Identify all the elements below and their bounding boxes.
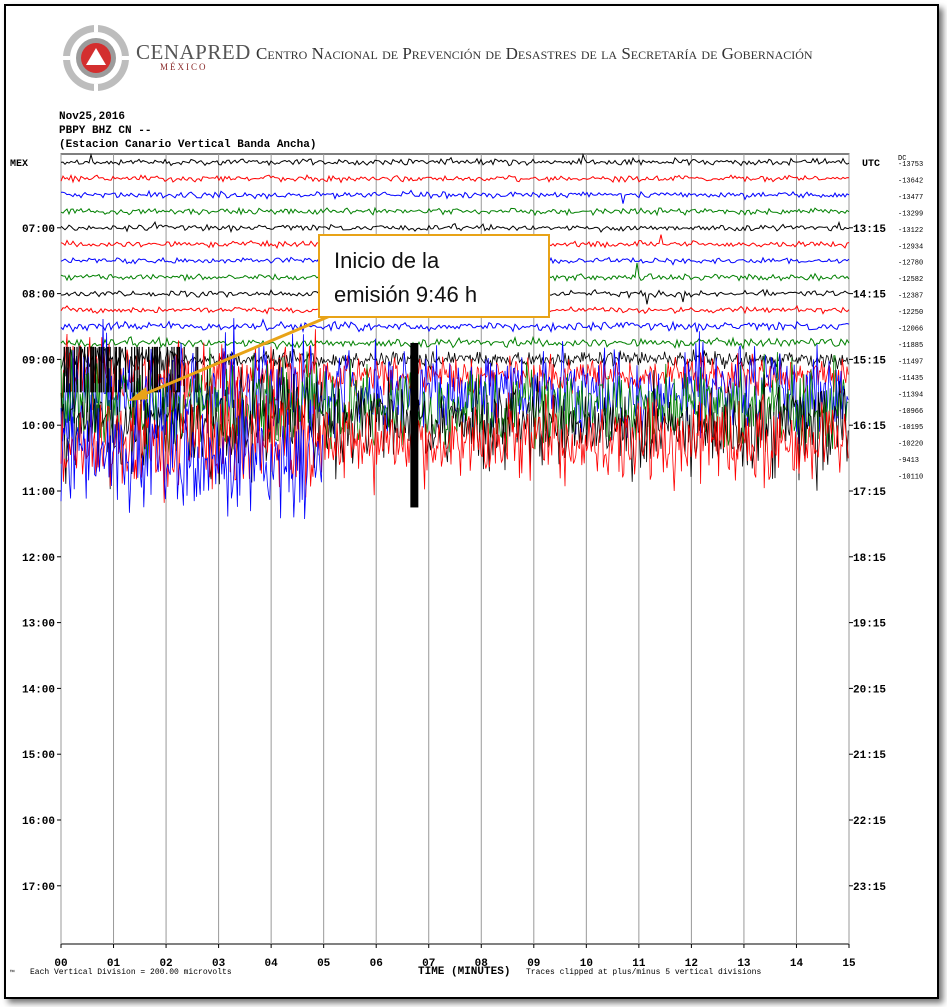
trace-offset: -13299: [898, 210, 923, 218]
hour-label-local: 17:00: [22, 882, 55, 894]
annotation-callout: Inicio de la emisión 9:46 h: [318, 234, 550, 318]
org-name: CENAPRED: [136, 40, 251, 64]
seismic-trace-14: [60, 329, 849, 419]
x-tick-label: 15: [842, 958, 856, 970]
hour-label-utc: 18:15: [853, 553, 886, 565]
trace-offset: -13642: [898, 177, 923, 185]
hour-label-local: 13:00: [22, 619, 55, 631]
footer-mark: ™: [10, 970, 15, 978]
hour-label-utc: 20:15: [853, 684, 886, 696]
x-tick-label: 13: [737, 958, 751, 970]
seismic-trace-18: [60, 371, 849, 503]
left-axis-title: MEX: [10, 159, 28, 170]
trace-offset: -12250: [898, 309, 923, 317]
hour-label-local: 11:00: [22, 487, 55, 499]
trace-offset: -12934: [898, 243, 923, 251]
hour-label-local: 08:00: [22, 290, 55, 302]
station-name: (Estacion Canario Vertical Banda Ancha): [59, 139, 317, 151]
x-tick-label: 04: [265, 958, 279, 970]
trace-offset: -9413: [898, 457, 919, 465]
hour-label-local: 09:00: [22, 355, 55, 367]
hour-label-utc: 17:15: [853, 487, 886, 499]
x-tick-label: 06: [370, 958, 383, 970]
trace-offset: -11394: [898, 391, 923, 399]
trace-offset: -10966: [898, 408, 923, 416]
x-tick-label: 08: [475, 958, 489, 970]
trace-offset: -11885: [898, 342, 923, 350]
station-code: PBPY BHZ CN --: [59, 125, 152, 137]
annotation-line-2: emisión 9:46 h: [334, 282, 478, 307]
trace-offset: -11435: [898, 375, 923, 383]
seismic-trace-3: [61, 189, 850, 204]
hour-label-local: 15:00: [22, 750, 55, 762]
trace-offset: -10110: [898, 474, 923, 482]
trace-offset: -10220: [898, 441, 923, 449]
right-axis-title: UTC: [862, 159, 880, 170]
hour-label-utc: 22:15: [853, 816, 886, 828]
trace-offset: -11497: [898, 358, 923, 366]
x-tick-label: 12: [685, 958, 698, 970]
clip-note: Traces clipped at plus/minus 5 vertical …: [526, 968, 762, 977]
annotation-arrow: [139, 314, 331, 398]
trace-offset: -13477: [898, 194, 923, 202]
trace-offset: -13122: [898, 227, 923, 235]
hour-label-local: 12:00: [22, 553, 55, 565]
x-tick-label: 02: [159, 958, 172, 970]
x-tick-label: 11: [632, 958, 646, 970]
x-tick-label: 14: [790, 958, 804, 970]
trace-offset: -12780: [898, 260, 923, 268]
header-title: Centro Nacional de Prevención de Desastr…: [256, 44, 813, 63]
seismic-trace-5: [60, 220, 850, 234]
cenapred-logo-icon: [62, 24, 130, 92]
hour-label-utc: 14:15: [853, 290, 886, 302]
seismic-trace-1: [60, 152, 850, 167]
trace-offset: -12582: [898, 276, 923, 284]
hour-label-utc: 23:15: [853, 882, 886, 894]
saturated-block: [410, 342, 419, 508]
x-tick-label: 03: [212, 958, 226, 970]
hour-label-utc: 13:15: [853, 224, 886, 236]
x-tick-label: 07: [422, 958, 435, 970]
trace-offset: DC: [898, 155, 906, 163]
hour-label-local: 16:00: [22, 816, 55, 828]
seismic-trace-4: [60, 206, 850, 217]
hour-label-local: 10:00: [22, 421, 55, 433]
hour-label-utc: 19:15: [853, 619, 886, 631]
x-tick-label: 09: [527, 958, 540, 970]
trace-offset: -12066: [898, 326, 923, 334]
x-tick-label: 05: [317, 958, 331, 970]
hour-label-utc: 21:15: [853, 750, 886, 762]
division-note: Each Vertical Division = 200.00 microvol…: [30, 968, 232, 977]
seismic-trace-2: [60, 173, 850, 184]
seismic-trace-19: [60, 385, 323, 520]
figure-frame: [4, 4, 939, 999]
trace-offset: -13753: [898, 161, 923, 169]
trace-offset: -10195: [898, 424, 923, 432]
x-axis-title: TIME (MINUTES): [418, 966, 511, 978]
record-date: Nov25,2016: [59, 111, 126, 123]
hour-label-local: 07:00: [22, 224, 55, 236]
annotation-line-1: Inicio de la: [334, 248, 440, 273]
seismic-trace-12: [60, 335, 850, 351]
x-tick-label: 00: [54, 958, 67, 970]
seismic-trace-11: [60, 318, 850, 334]
org-country: MÉXICO: [160, 62, 208, 72]
x-tick-label: 01: [107, 958, 121, 970]
hour-label-utc: 15:15: [853, 355, 886, 367]
x-tick-label: 10: [580, 958, 593, 970]
hour-label-local: 14:00: [22, 684, 55, 696]
hour-label-utc: 16:15: [853, 421, 886, 433]
trace-offset: -12387: [898, 293, 923, 301]
annotation-arrowhead: [128, 387, 148, 401]
